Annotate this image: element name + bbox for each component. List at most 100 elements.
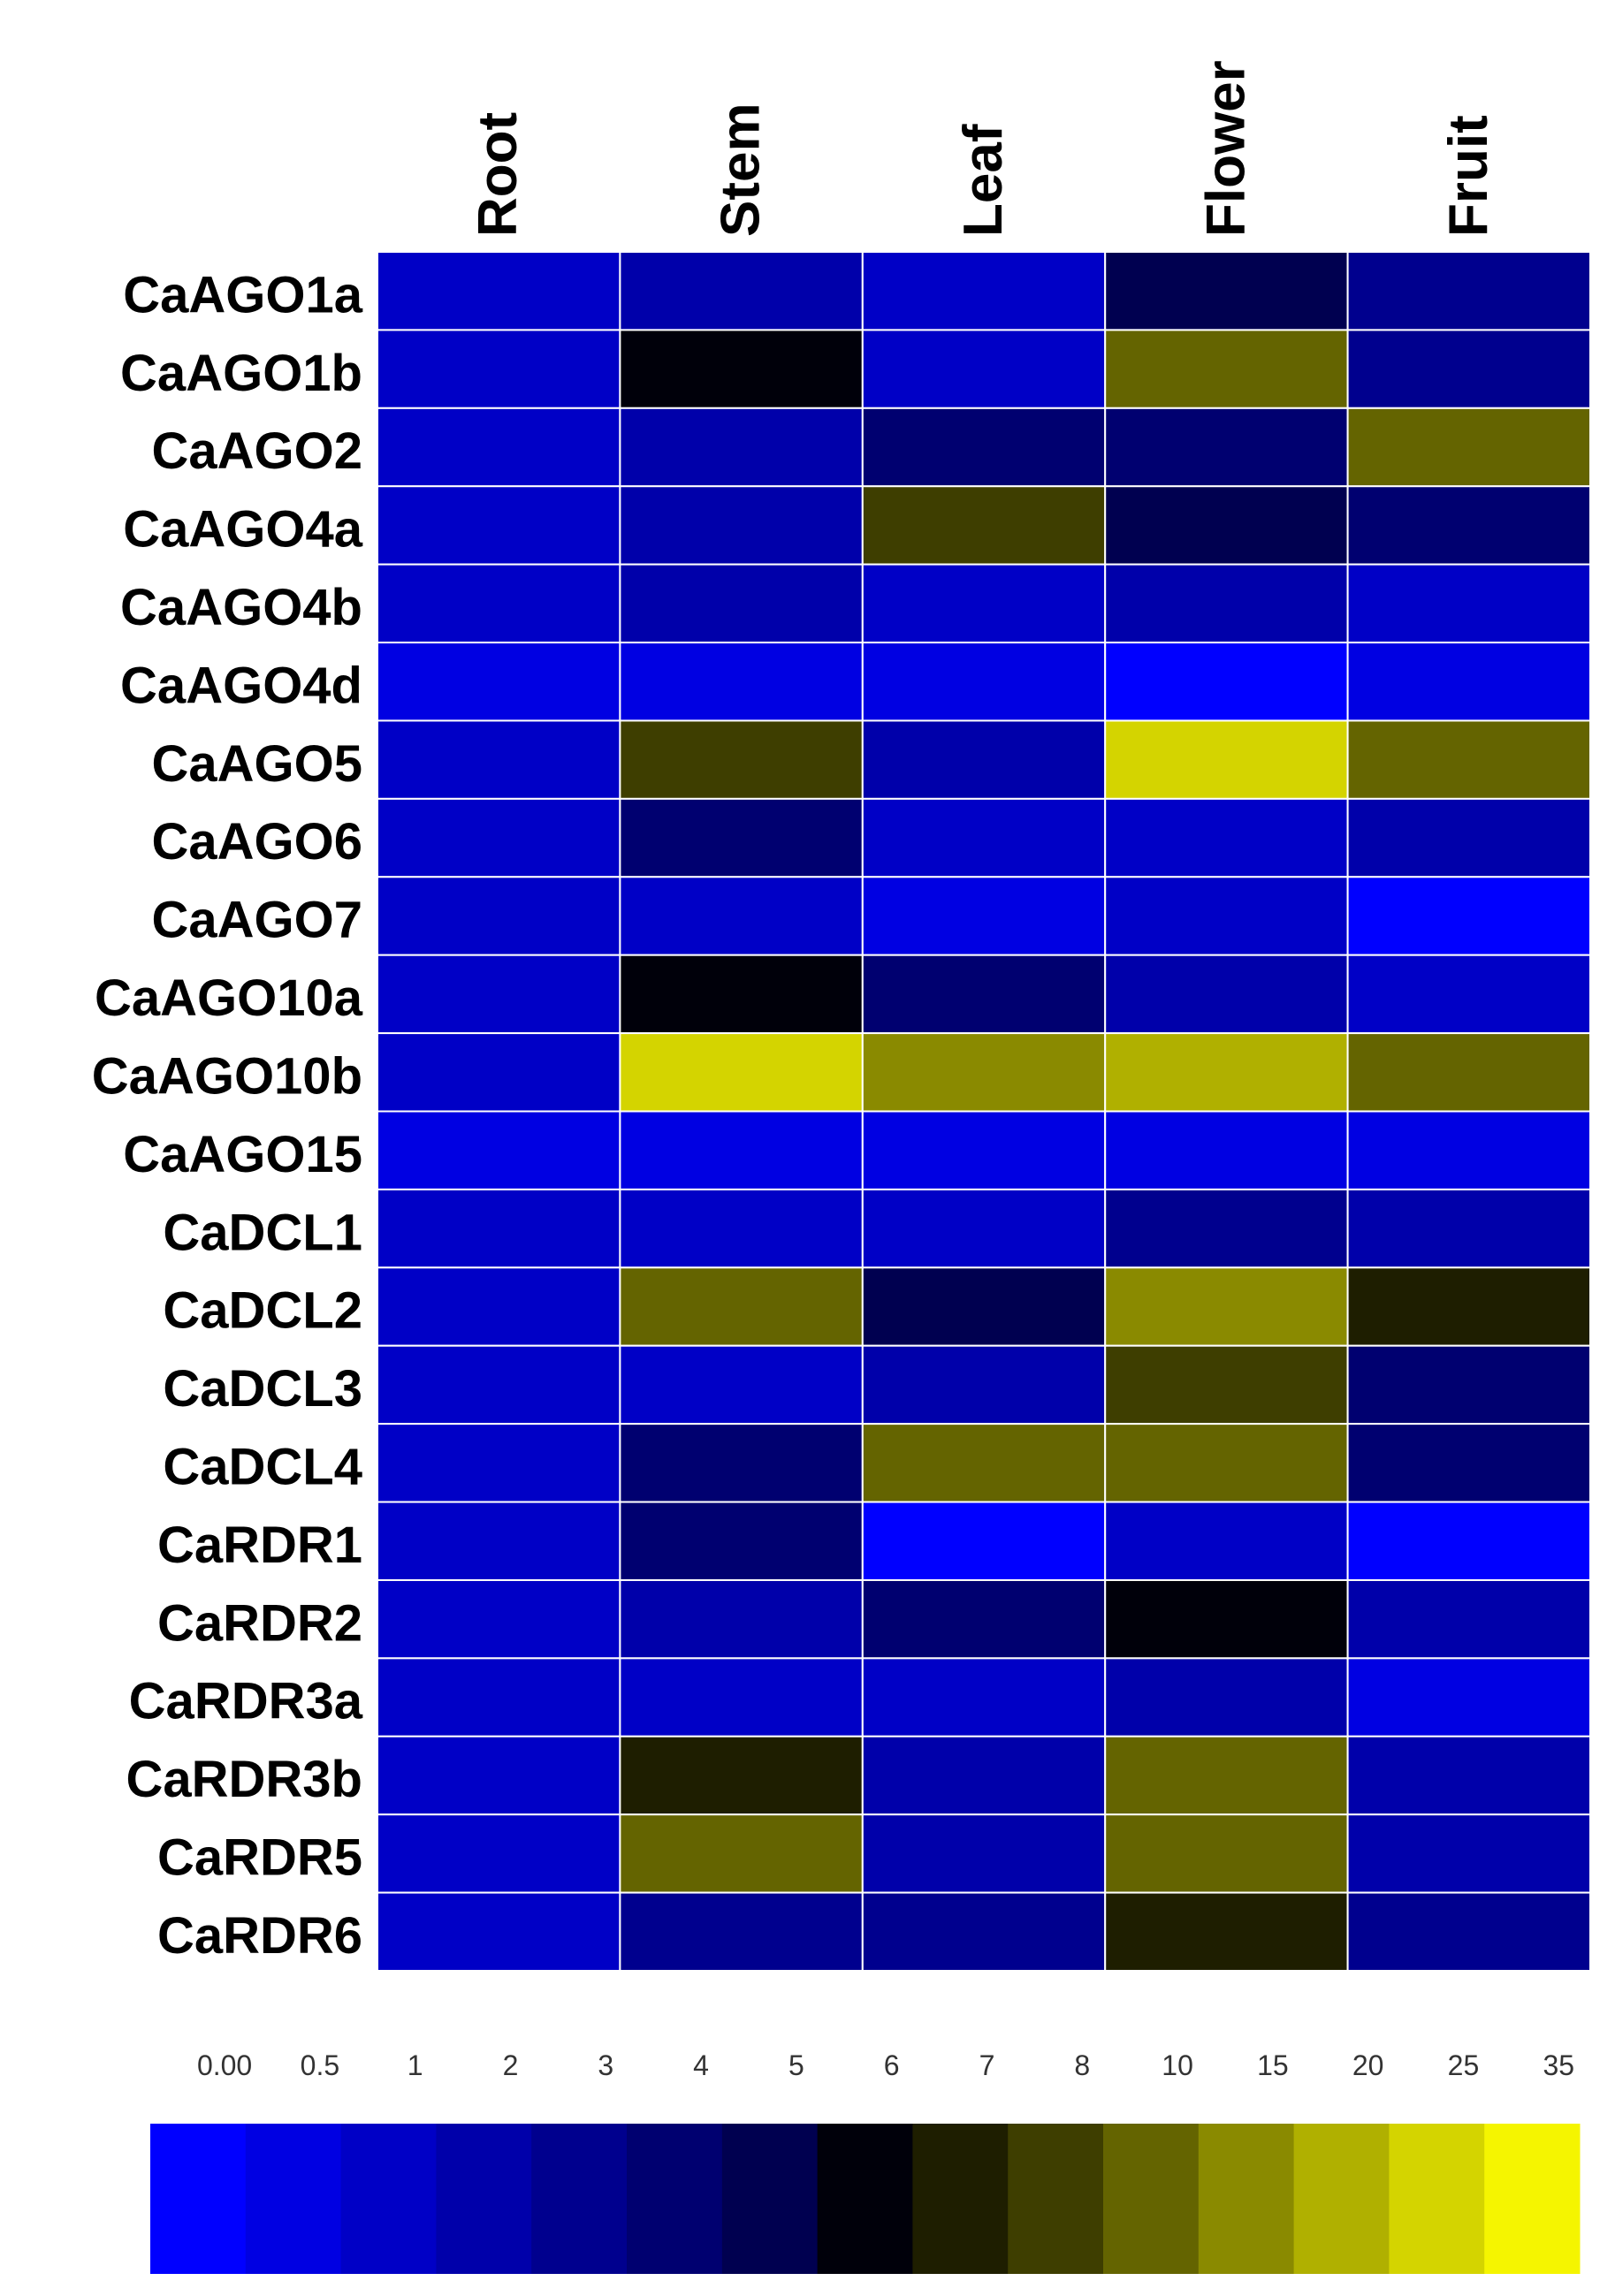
heatmap-cell [1346,642,1591,722]
heatmap-cell [377,1813,621,1894]
heatmap-cell [377,251,621,331]
heatmap-cell [861,719,1107,800]
heatmap-cell [1104,251,1349,331]
row-label: CaAGO15 [123,1126,362,1183]
heatmap-cell [861,1188,1107,1269]
heatmap-cell [377,329,621,409]
heatmap-cell [1346,251,1591,331]
heatmap-cell [1104,1423,1349,1503]
heatmap-cell [1346,1344,1591,1425]
heatmap-cell [1346,485,1591,566]
colorbar-tick-label: 15 [1257,2049,1289,2081]
heatmap-cell [377,1891,621,1972]
heatmap-cell [861,1813,1107,1894]
heatmap-cell [861,329,1107,409]
heatmap-cell [377,954,621,1035]
colorbar-box [721,2124,819,2274]
row-label: CaDCL3 [163,1360,362,1418]
heatmap-cell [1104,1266,1349,1347]
colorbar-tick-label: 2 [503,2049,519,2081]
colorbar-tick-label: 10 [1162,2049,1193,2081]
row-label: CaAGO4d [120,657,362,714]
heatmap-cell [1346,329,1591,409]
row-label: CaAGO1a [123,266,363,323]
heatmap-cell [1346,1813,1591,1894]
heatmap-cell [1104,1032,1349,1113]
heatmap-cell [861,407,1107,488]
heatmap-cell [377,1735,621,1816]
heatmap-cell [377,1032,621,1113]
heatmap-cell [1346,563,1591,644]
heatmap-cell [1346,1188,1591,1269]
heatmap-cell [1346,1501,1591,1581]
heatmap-cell [861,954,1107,1035]
colorbar-box [436,2124,532,2274]
heatmap-cell [1104,954,1349,1035]
colorbar-box [627,2124,723,2274]
heatmap-cell [619,563,864,644]
heatmap-cell [619,485,864,566]
colorbar-tick-label: 3 [598,2049,613,2081]
row-label: CaAGO4b [120,579,362,636]
row-label: CaRDR3a [129,1673,363,1730]
row-label: CaRDR3b [126,1751,363,1808]
heatmap-cell [1104,1344,1349,1425]
heatmap-cell [619,642,864,722]
heatmap-cell [861,1735,1107,1816]
heatmap-cell [1346,1657,1591,1737]
heatmap-cell [619,1578,864,1660]
heatmap-cell [619,954,864,1035]
heatmap-cell [1104,642,1349,722]
colorbar-tick-label: 25 [1448,2049,1480,2081]
heatmap-cell [861,563,1107,644]
colorbar-box [150,2124,247,2274]
colorbar-tick-label: 0.00 [197,2049,252,2081]
heatmap-cell [1104,719,1349,800]
heatmap-cell [619,1110,864,1190]
heatmap-cell [1346,876,1591,956]
colorbar-tick-label: 20 [1352,2049,1384,2081]
heatmap-cell [861,876,1107,956]
colorbar-box [817,2124,913,2274]
heatmap-cell [377,797,621,878]
row-label: CaRDR5 [157,1829,362,1887]
colorbar-tick-label: 35 [1543,2049,1574,2081]
heatmap-cell [377,1657,621,1737]
row-label: CaAGO6 [151,813,362,871]
heatmap-cell [377,1266,621,1347]
colorbar-box [531,2124,628,2274]
colorbar-box [245,2124,342,2274]
heatmap-cell [861,485,1107,566]
column-label: Fruit [1438,115,1499,237]
colorbar-tick-label: 1 [408,2049,423,2081]
heatmap-cell [1104,1188,1349,1269]
row-label: CaAGO7 [151,892,362,949]
colorbar-tick-label: 7 [979,2049,995,2081]
colorbar-box [1484,2124,1581,2274]
heatmap-cell [619,1891,864,1972]
heatmap-cell [619,1344,864,1425]
heatmap-cell [861,1578,1107,1660]
heatmap-cell [377,1501,621,1581]
heatmap-cell [377,1110,621,1190]
heatmap-cell [1104,1813,1349,1894]
heatmap-cell [377,1188,621,1269]
heatmap-cell [619,719,864,800]
colorbar-tick-label: 8 [1074,2049,1090,2081]
heatmap-cell [619,1266,864,1347]
heatmap-cell [1346,1110,1591,1190]
colorbar-box [340,2124,437,2274]
heatmap-cell [619,1188,864,1269]
heatmap-cell [1346,1423,1591,1503]
heatmap-cell [1346,719,1591,800]
heatmap-cell [377,876,621,956]
heatmap-cell [619,1501,864,1581]
colorbar-tick-label: 4 [693,2049,709,2081]
row-label: CaDCL1 [163,1204,362,1261]
heatmap-cell [377,485,621,566]
row-label: CaRDR6 [157,1907,362,1965]
heatmap-cell [1104,1735,1349,1816]
heatmap-cell [861,642,1107,722]
